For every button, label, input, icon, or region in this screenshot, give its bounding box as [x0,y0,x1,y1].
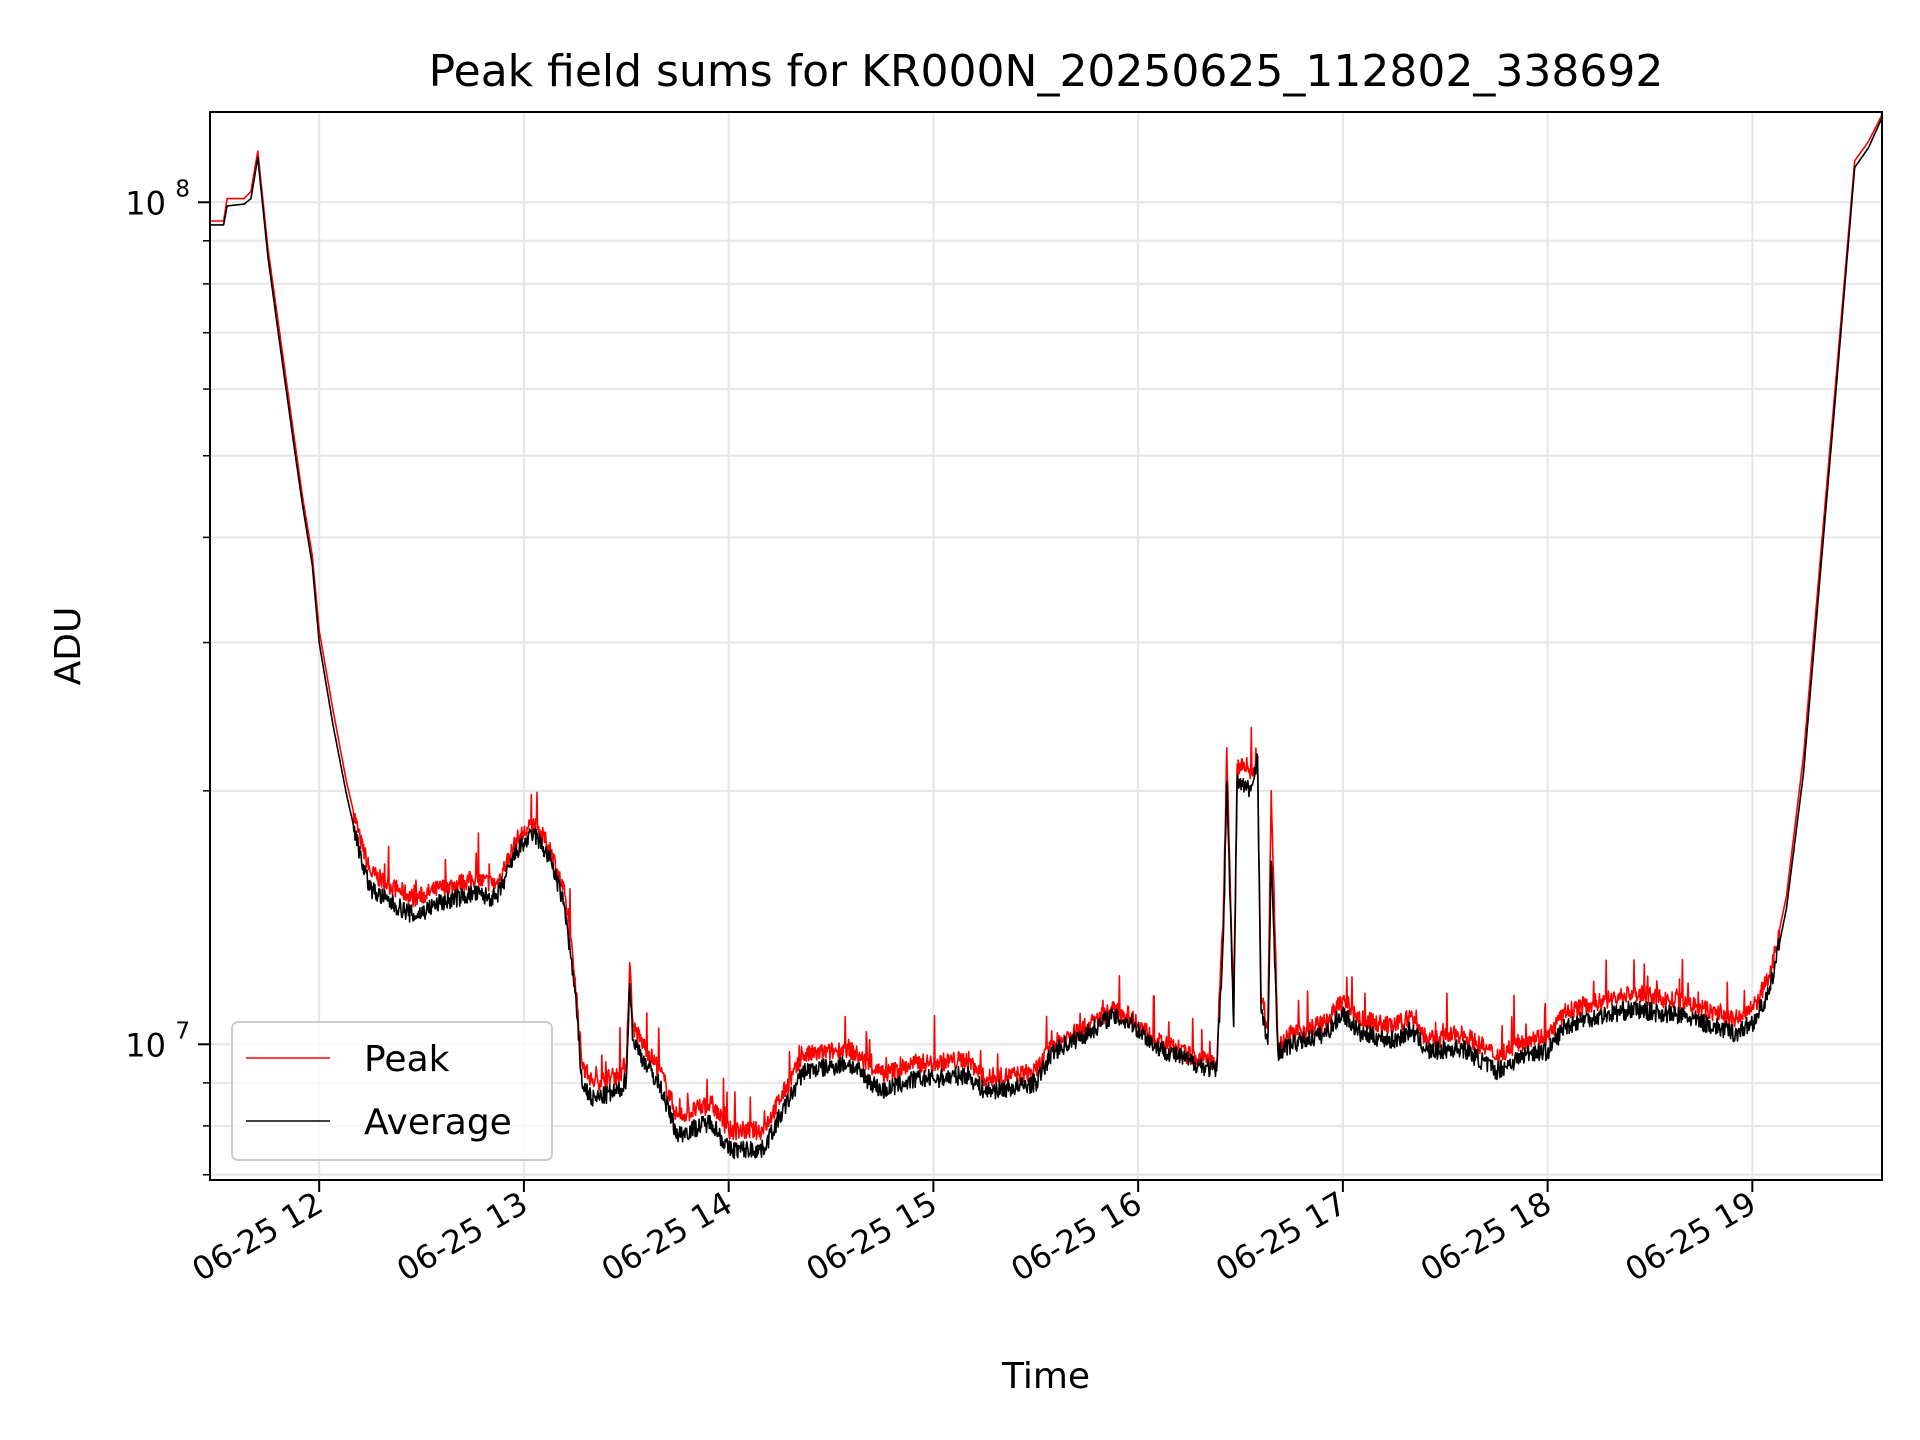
plot-lines [209,114,1883,1160]
series-line-average [209,117,1883,1160]
legend-label-average: Average [364,1102,512,1143]
y-axis: 10 7 10 8 [125,176,210,1176]
plot-frame [209,111,1883,1181]
y-tick-exponent: 8 [175,176,190,202]
series-line-peak [209,114,1883,1141]
x-axis-label: Time [1001,1356,1090,1397]
chart-title: Peak field sums for KR000N_20250625_1128… [429,46,1664,97]
legend-label-peak: Peak [364,1039,450,1080]
legend-box [231,1021,553,1161]
y-tick-exponent: 7 [175,1018,190,1044]
y-tick-label: 10 [125,184,166,222]
y-tick-label: 10 [125,1026,166,1064]
legend: Peak Average [231,1021,553,1161]
y-axis-label: ADU [48,607,89,686]
